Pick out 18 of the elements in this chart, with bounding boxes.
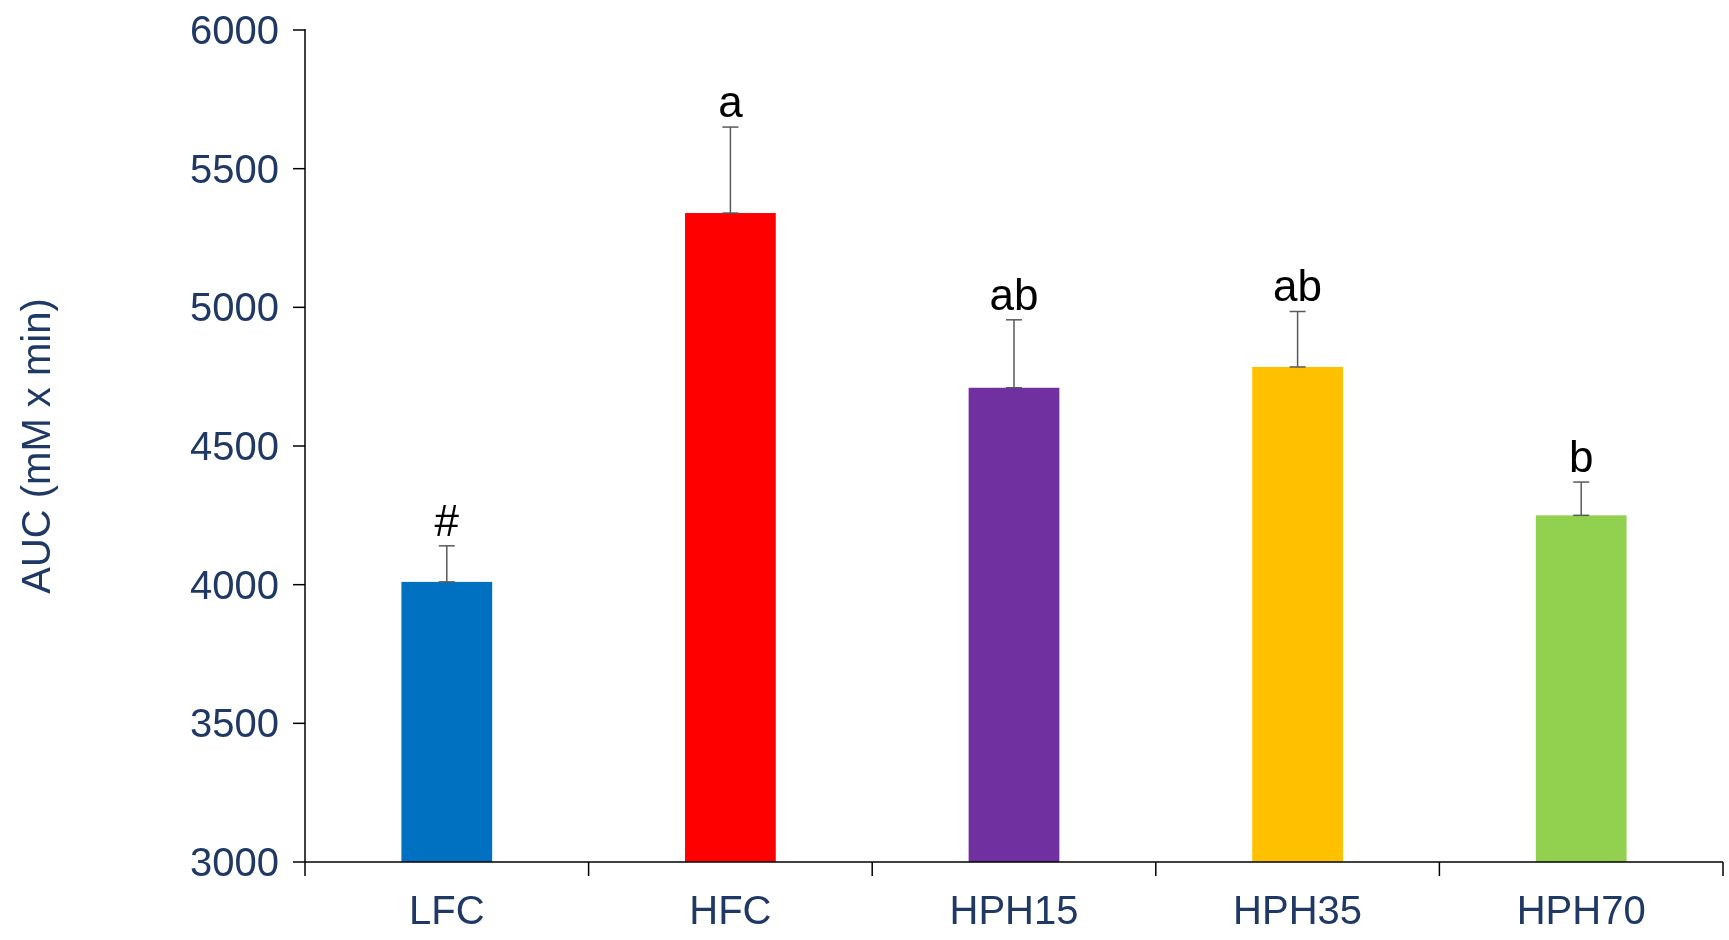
- annotation: ab: [989, 269, 1039, 319]
- y-tick-label: 5000: [190, 285, 279, 330]
- annotation: b: [1568, 432, 1594, 482]
- annotation: a: [718, 77, 744, 127]
- annotation: ab: [1273, 261, 1323, 311]
- x-tick-label: HPH15: [949, 888, 1079, 932]
- x-tick-label: HFC: [689, 888, 772, 932]
- x-tick-label: LFC: [409, 888, 485, 932]
- y-tick-label: 3000: [190, 840, 279, 884]
- x-tick-label: HPH35: [1233, 888, 1363, 932]
- y-tick-label: 4000: [190, 562, 279, 607]
- y-tick-label: 6000: [190, 8, 279, 52]
- x-tick-label: HPH70: [1516, 888, 1646, 932]
- y-tick-label: 3500: [190, 701, 279, 746]
- annotation: #: [434, 495, 460, 545]
- y-tick-label: 5500: [190, 146, 279, 191]
- y-axis-title: AUC (mM x min): [14, 298, 58, 594]
- y-tick-label: 4500: [190, 424, 279, 468]
